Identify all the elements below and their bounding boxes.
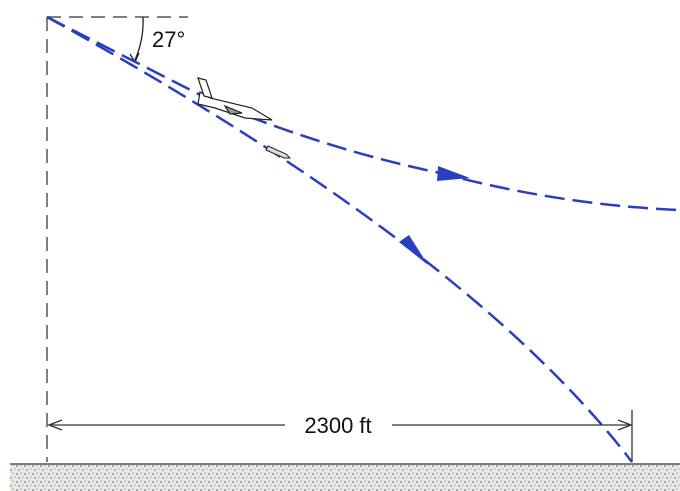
missile-icon	[265, 145, 292, 159]
plane-icon	[197, 77, 273, 121]
missile-path-arrow	[399, 235, 428, 265]
dimension-arrow	[617, 419, 633, 431]
distance-label: 2300 ft	[304, 413, 371, 438]
missile-path	[46, 15, 633, 463]
angle-arc	[134, 16, 144, 61]
dimension-arrow	[47, 419, 63, 431]
plane-path-arrow	[437, 166, 470, 181]
angle-label: 27°	[152, 27, 185, 52]
ground	[10, 464, 680, 491]
plane-path	[46, 15, 680, 212]
